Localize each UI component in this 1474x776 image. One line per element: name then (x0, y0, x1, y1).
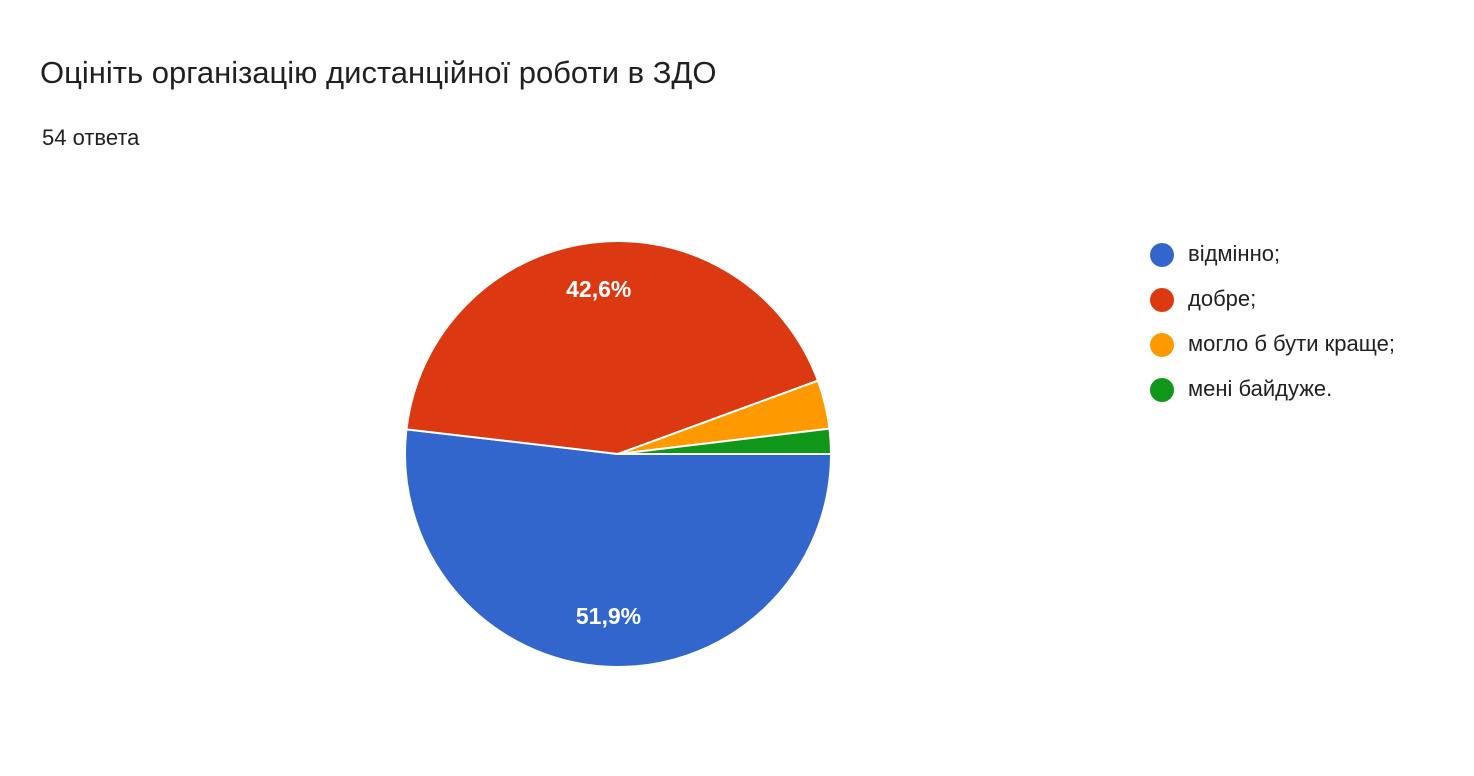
legend-label: могло б бути краще; (1188, 331, 1395, 356)
legend-label: мені байдуже. (1188, 376, 1332, 401)
legend-swatch (1150, 288, 1174, 312)
chart-title: Оцініть організацію дистанційної роботи … (40, 55, 717, 90)
legend-label: добре; (1188, 286, 1256, 311)
pie-slice (404, 428, 833, 668)
legend-label: відмінно; (1188, 241, 1280, 266)
legend-swatch (1150, 243, 1174, 267)
legend-swatch (1150, 378, 1174, 402)
chart-subtitle: 54 ответа (42, 125, 140, 150)
slice-label: 42,6% (566, 276, 631, 302)
pie-slice (405, 240, 820, 456)
legend-swatch (1150, 333, 1174, 357)
pie-slice (617, 427, 833, 455)
slice-label: 51,9% (576, 603, 641, 629)
